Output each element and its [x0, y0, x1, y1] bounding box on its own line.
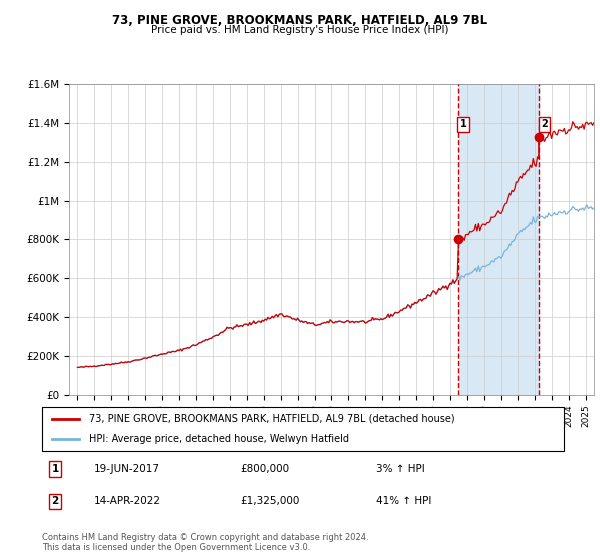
Text: This data is licensed under the Open Government Licence v3.0.: This data is licensed under the Open Gov… — [42, 543, 310, 552]
Text: 2: 2 — [52, 496, 59, 506]
Text: 19-JUN-2017: 19-JUN-2017 — [94, 464, 160, 474]
Text: 1: 1 — [52, 464, 59, 474]
Text: HPI: Average price, detached house, Welwyn Hatfield: HPI: Average price, detached house, Welw… — [89, 434, 349, 444]
Text: £1,325,000: £1,325,000 — [241, 496, 300, 506]
Text: 3% ↑ HPI: 3% ↑ HPI — [376, 464, 425, 474]
Text: Contains HM Land Registry data © Crown copyright and database right 2024.: Contains HM Land Registry data © Crown c… — [42, 533, 368, 542]
Text: 2: 2 — [541, 119, 548, 129]
Text: 14-APR-2022: 14-APR-2022 — [94, 496, 161, 506]
Text: £800,000: £800,000 — [241, 464, 289, 474]
Text: 1: 1 — [460, 119, 466, 129]
Text: Price paid vs. HM Land Registry's House Price Index (HPI): Price paid vs. HM Land Registry's House … — [151, 25, 449, 35]
Text: 73, PINE GROVE, BROOKMANS PARK, HATFIELD, AL9 7BL (detached house): 73, PINE GROVE, BROOKMANS PARK, HATFIELD… — [89, 414, 455, 424]
Text: 41% ↑ HPI: 41% ↑ HPI — [376, 496, 431, 506]
Text: 73, PINE GROVE, BROOKMANS PARK, HATFIELD, AL9 7BL: 73, PINE GROVE, BROOKMANS PARK, HATFIELD… — [112, 14, 488, 27]
